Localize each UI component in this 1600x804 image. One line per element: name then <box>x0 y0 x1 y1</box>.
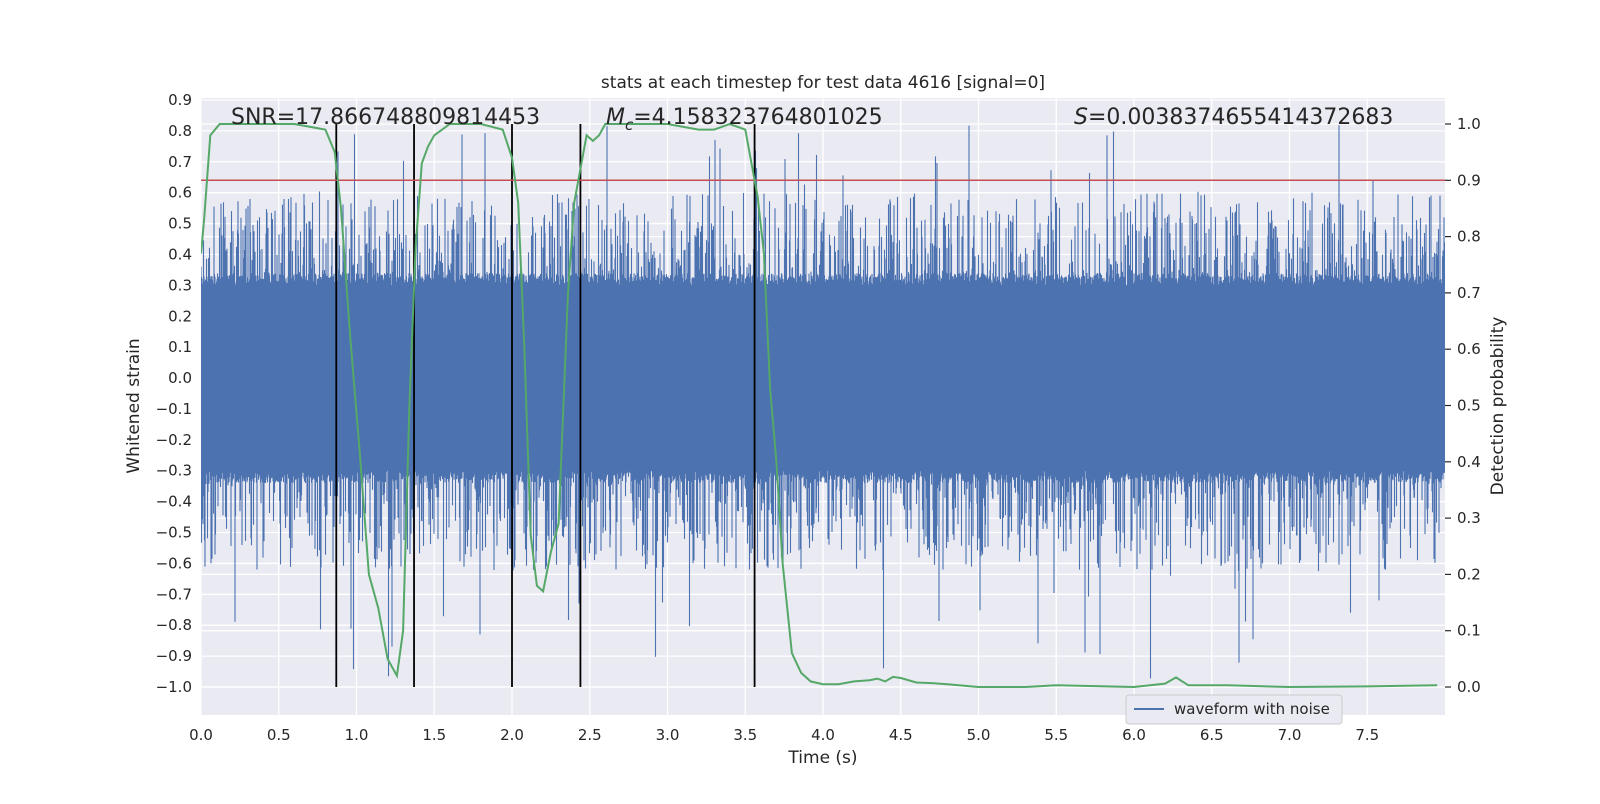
x-tick-label: 0.0 <box>189 726 213 744</box>
mc-subscript: c <box>625 116 634 134</box>
y2-tick-label: 0.2 <box>1457 565 1481 583</box>
mc-symbol: M <box>606 105 625 130</box>
snr-annotation: SNR=17.866748809814453 <box>231 105 540 130</box>
y-tick-label: 0.6 <box>168 184 192 202</box>
y2-tick-label: 0.0 <box>1457 678 1481 696</box>
x-tick-label: 5.5 <box>1044 726 1068 744</box>
y-tick-label: 0.2 <box>168 307 192 325</box>
x-tick-label: 3.0 <box>656 726 680 744</box>
y2-tick-label: 0.4 <box>1457 453 1481 471</box>
x-tick-label: 5.0 <box>967 726 991 744</box>
y-axis-label: Whitened strain <box>124 338 144 473</box>
x-tick-label: 2.5 <box>578 726 602 744</box>
x-tick-label: 0.5 <box>267 726 291 744</box>
y-tick-label: −0.4 <box>156 493 192 511</box>
y-tick-label: 0.3 <box>168 276 192 294</box>
x-tick-label: 7.5 <box>1355 726 1379 744</box>
y-tick-label: −0.7 <box>156 585 192 603</box>
y2-tick-label: 0.1 <box>1457 622 1481 640</box>
y-tick-label: −0.2 <box>156 431 192 449</box>
y-tick-label: −0.8 <box>156 616 192 634</box>
x-axis: 0.0 0.5 1.0 1.5 2.0 2.5 3.0 3.5 4.0 4.5 5.0 5.5 6.0 6… <box>189 726 1379 744</box>
mc-annotation: Mc=4.158323764801025 <box>606 105 883 134</box>
x-tick-label: 4.5 <box>889 726 913 744</box>
y2-tick-label: 0.7 <box>1457 284 1481 302</box>
x-tick-label: 6.5 <box>1200 726 1224 744</box>
s-annotation: S=0.0038374655414372683 <box>1074 105 1393 130</box>
y-tick-label: −1.0 <box>156 678 192 696</box>
y-axis-right: 1.0 0.9 0.8 0.7 0.6 0.5 0.4 0.3 0.2 0.1 0.0 <box>1445 115 1481 696</box>
y2-tick-label: 0.5 <box>1457 397 1481 415</box>
probability-series <box>201 122 1438 689</box>
y-tick-label: 0.1 <box>168 338 192 356</box>
mc-value: =4.158323764801025 <box>633 105 882 130</box>
y-tick-label: −0.1 <box>156 400 192 418</box>
y-tick-label: −0.9 <box>156 647 192 665</box>
x-tick-label: 6.0 <box>1122 726 1146 744</box>
x-tick-label: 2.0 <box>500 726 524 744</box>
x-tick-label: 4.0 <box>811 726 835 744</box>
y2-tick-label: 1.0 <box>1457 115 1481 133</box>
y2-tick-label: 0.9 <box>1457 171 1481 189</box>
s-symbol: S <box>1074 105 1088 130</box>
y-tick-label: 0.0 <box>168 369 192 387</box>
y-tick-label: −0.3 <box>156 462 192 480</box>
y-axis-left: 0.9 0.8 0.7 0.6 0.5 0.4 0.3 0.2 0.1 0.0 −0.1 −0.2 −0… <box>156 91 192 696</box>
x-tick-label: 1.0 <box>345 726 369 744</box>
legend: waveform with noise <box>1125 694 1343 725</box>
y-tick-label: 0.4 <box>168 245 192 263</box>
x-tick-label: 3.5 <box>733 726 757 744</box>
y-tick-label: 0.7 <box>168 153 192 171</box>
y2-tick-label: 0.6 <box>1457 340 1481 358</box>
chart-title: stats at each timestep for test data 461… <box>601 73 1045 93</box>
y2-axis-label: Detection probability <box>1488 317 1508 496</box>
y-tick-label: −0.5 <box>156 524 192 542</box>
vertical-markers <box>335 124 756 687</box>
y2-tick-label: 0.3 <box>1457 509 1481 527</box>
y-tick-label: 0.5 <box>168 215 192 233</box>
y-tick-label: −0.6 <box>156 554 192 572</box>
x-tick-label: 1.5 <box>422 726 446 744</box>
legend-box <box>1125 694 1343 725</box>
legend-label: waveform with noise <box>1174 700 1330 718</box>
x-axis-label: Time (s) <box>787 748 857 768</box>
y-tick-label: 0.8 <box>168 122 192 140</box>
y2-tick-label: 0.8 <box>1457 228 1481 246</box>
s-value: =0.0038374655414372683 <box>1088 105 1393 130</box>
x-tick-label: 7.0 <box>1278 726 1302 744</box>
y-tick-label: 0.9 <box>168 91 192 109</box>
